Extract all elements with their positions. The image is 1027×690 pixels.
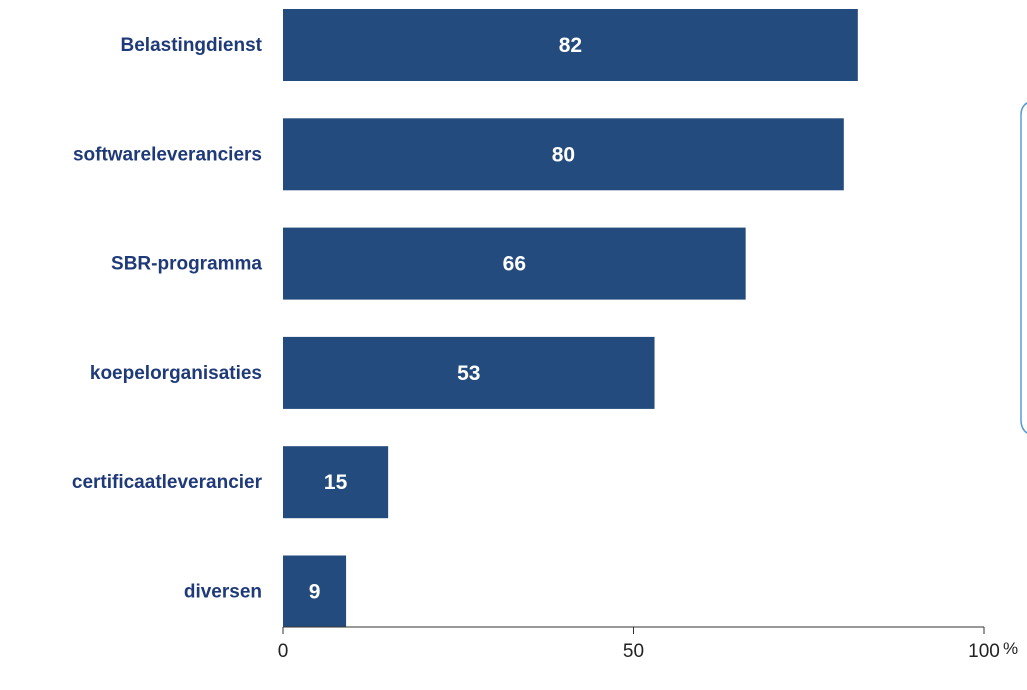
category-label-1: softwareleveranciers [73, 144, 262, 165]
category-label-2: SBR-programma [111, 254, 262, 275]
category-label-5: diversen [184, 582, 262, 603]
x-axis: 0 50 100% [278, 626, 1018, 662]
bar-5 [283, 555, 347, 628]
bar-value-label-5: 9 [309, 581, 321, 604]
bar-1 [283, 118, 844, 191]
bar-value-label-1: 80 [552, 143, 575, 166]
category-label-4: certificaatleverancier [72, 472, 263, 493]
x-tick-label-0: 0 [278, 641, 289, 662]
bar-3 [283, 336, 655, 409]
category-label-0: Belastingdienst [121, 35, 263, 56]
bar-value-label-4: 15 [324, 471, 348, 494]
callout-box-outline [1020, 102, 1027, 434]
bar-value-label-2: 66 [503, 253, 526, 276]
bar-value-label-0: 82 [559, 34, 582, 57]
bar-4 [283, 446, 389, 519]
category-label-3: koepelorganisaties [90, 363, 262, 384]
x-tick-label-2: 100 [968, 641, 1000, 662]
x-tick-label-1: 50 [623, 641, 644, 662]
x-axis-unit-label: % [1003, 639, 1018, 658]
bar-0 [283, 9, 858, 81]
bars-layer: 82 80 66 53 15 9 [283, 9, 858, 628]
bar-value-label-3: 53 [457, 362, 480, 385]
bar-2 [283, 227, 746, 300]
category-labels: Belastingdienst softwareleveranciers SBR-p… [72, 35, 263, 603]
